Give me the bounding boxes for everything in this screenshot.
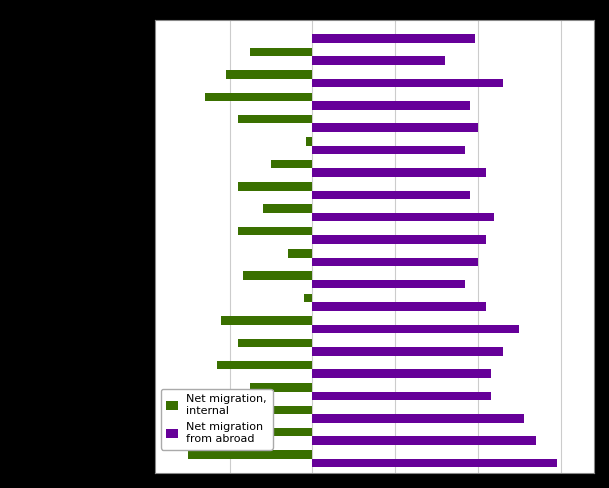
Bar bbox=[312, 123, 478, 132]
Bar bbox=[227, 70, 312, 79]
Bar bbox=[312, 235, 486, 244]
Bar bbox=[188, 450, 312, 459]
Bar bbox=[312, 146, 465, 154]
Bar bbox=[312, 280, 465, 288]
Legend: Net migration,
internal, Net migration
from abroad: Net migration, internal, Net migration f… bbox=[161, 388, 273, 449]
Bar bbox=[312, 347, 503, 356]
Bar bbox=[210, 406, 312, 414]
Bar bbox=[222, 316, 312, 325]
Bar bbox=[238, 428, 312, 436]
Bar bbox=[312, 79, 503, 87]
Bar bbox=[312, 190, 470, 199]
Bar bbox=[287, 249, 312, 258]
Bar bbox=[312, 325, 519, 333]
Bar bbox=[238, 339, 312, 347]
Bar bbox=[312, 101, 470, 110]
Bar bbox=[238, 227, 312, 235]
Bar bbox=[205, 93, 312, 101]
Bar bbox=[250, 383, 312, 392]
Bar bbox=[312, 168, 486, 177]
Bar bbox=[250, 48, 312, 57]
Bar bbox=[312, 258, 478, 266]
Bar bbox=[312, 57, 445, 65]
Bar bbox=[312, 303, 486, 311]
Bar bbox=[217, 361, 312, 369]
Bar bbox=[243, 271, 312, 280]
Bar bbox=[312, 436, 536, 445]
Bar bbox=[238, 182, 312, 190]
Bar bbox=[312, 213, 495, 222]
Bar bbox=[306, 137, 312, 146]
Bar bbox=[312, 392, 491, 400]
Bar bbox=[312, 34, 474, 42]
Bar bbox=[238, 115, 312, 123]
Bar bbox=[312, 414, 524, 423]
Bar bbox=[263, 204, 312, 213]
Bar bbox=[271, 160, 312, 168]
Bar bbox=[312, 459, 557, 468]
Bar bbox=[304, 294, 312, 303]
Bar bbox=[312, 369, 491, 378]
